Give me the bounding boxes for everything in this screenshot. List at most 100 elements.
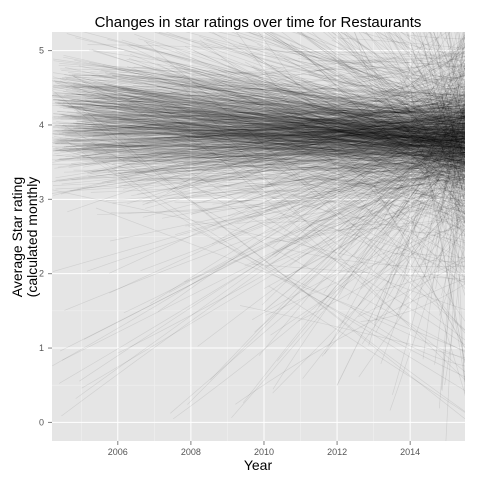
trajectory-line [193,97,465,109]
trajectory-line [114,106,465,140]
trajectory-line [83,114,465,139]
trajectory-line [87,79,465,120]
trajectory-line [224,70,465,130]
trajectory-line [270,199,465,336]
trajectory-line [164,132,465,169]
trajectory-line [75,105,465,171]
trajectory-line [114,136,465,163]
trajectory-line [52,141,465,165]
trajectory-line [134,119,465,174]
trajectory-line [87,146,465,175]
trajectory-line [181,84,465,207]
trajectory-line [203,120,465,181]
trajectory-line [64,125,465,353]
trajectory-line [60,118,465,162]
trajectory-line [195,138,465,161]
trajectory-line [105,88,465,139]
trajectory-line [65,140,465,378]
trajectory-line [132,75,465,145]
trajectory-line [255,120,465,155]
trajectory-line [232,85,465,175]
trajectory-line [387,32,465,145]
trajectory-line [116,150,465,177]
trajectory-line [162,84,465,90]
trajectory-line [425,32,465,219]
trajectory-line [52,102,465,131]
trajectory-line [74,59,465,127]
trajectory-line [60,68,465,81]
trajectory-line [429,32,465,165]
trajectory-line [411,108,465,199]
trajectory-line [94,91,465,137]
trajectory-line [76,106,465,168]
trajectory-line [87,97,465,125]
trajectory-line [413,46,465,73]
trajectory-line [184,140,465,159]
trajectory-line [199,109,465,114]
trajectory-line [56,121,465,137]
trajectory-line [332,32,465,151]
trajectory-line [420,62,465,165]
trajectory-line [270,32,465,136]
trajectory-line [60,114,465,147]
trajectory-line [76,120,465,152]
trajectory-line [227,102,465,130]
trajectory-line [378,204,465,218]
trajectory-line [378,74,465,147]
trajectory-line [152,118,465,162]
trajectory-line [300,168,465,201]
trajectory-line [57,116,465,134]
trajectory-line [90,103,465,165]
trajectory-line [52,94,465,132]
trajectory-line [385,32,465,155]
trajectory-line [82,140,465,159]
trajectory-line [433,76,465,158]
trajectory-line [73,83,465,138]
trajectory-line [75,138,465,150]
trajectory-line [394,32,465,116]
trajectory-line [351,147,465,228]
trajectory-line [269,107,465,152]
trajectory-line [306,32,465,116]
trajectory-line [76,109,465,149]
trajectory-line [69,120,465,166]
trajectory-line [178,66,465,138]
trajectory-line [71,99,465,124]
trajectory-line [52,148,465,186]
trajectory-line [62,129,465,151]
series-line [300,50,465,215]
trajectory-line [132,66,465,103]
trajectory-line [311,125,465,171]
trajectory-line [71,107,465,120]
trajectory-line [78,83,465,142]
trajectory-line [75,108,465,140]
trajectory-line [71,93,465,113]
trajectory-line [90,101,465,141]
trajectory-line [440,189,465,296]
trajectory-line [312,163,465,201]
trajectory-line [284,135,465,283]
trajectory-line [354,132,465,160]
trajectory-line [353,76,465,115]
trajectory-line [207,148,465,186]
trajectory-line [133,97,465,159]
trajectory-line [116,117,465,158]
trajectory-line [179,83,465,380]
trajectory-line [81,121,465,160]
trajectory-line [340,91,465,166]
trajectory-line [160,100,465,106]
trajectory-line [424,104,465,121]
chart-title: Changes in star ratings over time for Re… [95,14,422,31]
trajectory-line [79,133,465,382]
trajectory-line [173,125,465,169]
trajectory-line [407,149,465,157]
trajectory-line [430,67,465,95]
trajectory-line [226,89,465,164]
trajectory-line [172,168,465,420]
trajectory-line [317,60,465,69]
trajectory-line [400,108,465,213]
trajectory-line [125,109,465,152]
trajectory-line [219,131,465,135]
trajectory-line [364,58,465,98]
trajectory-line [124,98,465,178]
